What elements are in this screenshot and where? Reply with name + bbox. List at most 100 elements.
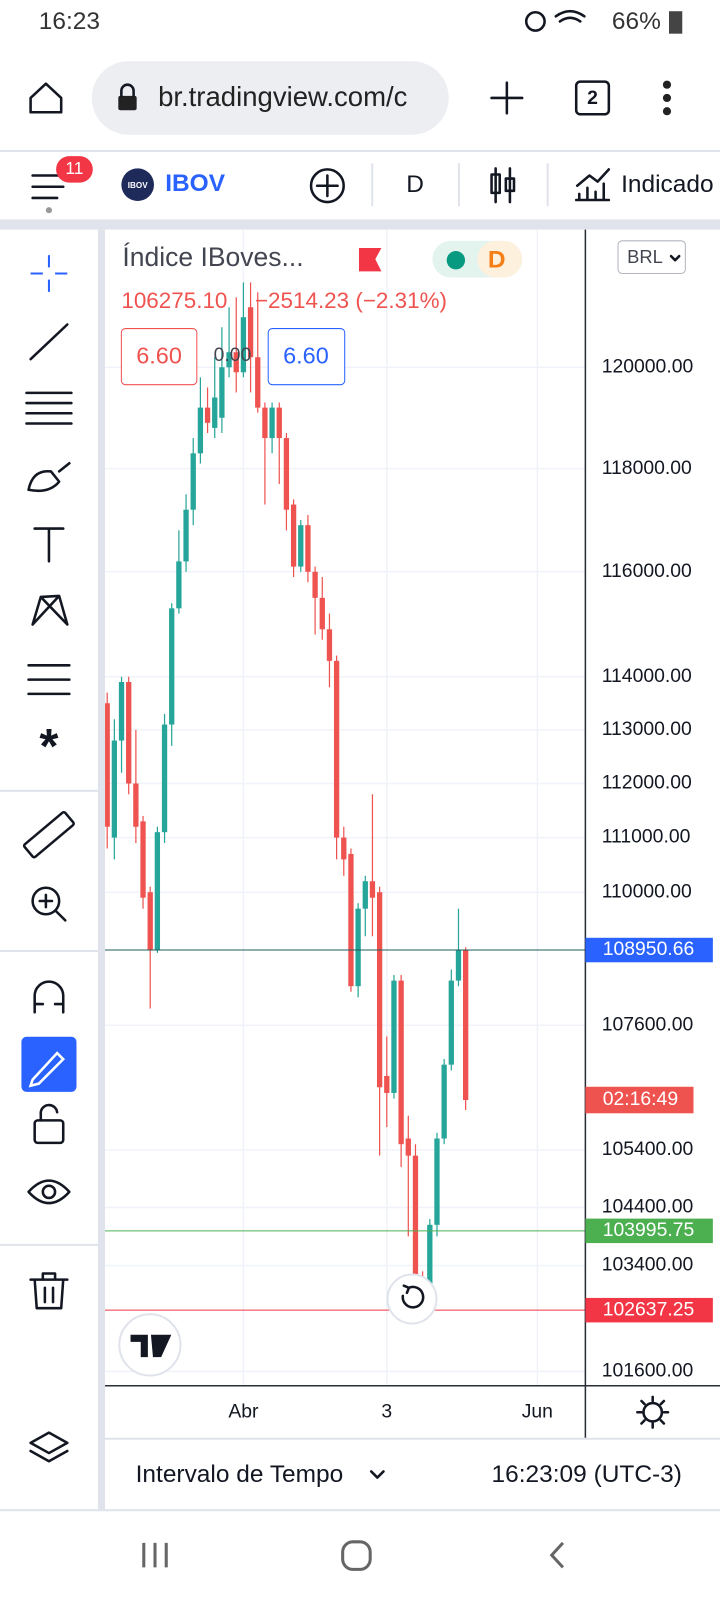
tv-logo[interactable] xyxy=(118,1313,182,1377)
unlock-tool[interactable] xyxy=(33,1119,65,1145)
currency: BRL xyxy=(627,246,663,267)
candle-body xyxy=(262,407,268,439)
unlock-shackle xyxy=(39,1103,59,1122)
lock-shackle xyxy=(120,83,135,98)
y-tick-label: 113000.00 xyxy=(602,718,692,740)
candle-body xyxy=(226,352,232,368)
layers-button[interactable] xyxy=(29,1431,69,1463)
price-label-box xyxy=(585,1297,713,1323)
candle-body xyxy=(140,821,146,898)
candle-body xyxy=(255,357,261,408)
candle-body xyxy=(412,1155,419,1295)
y-tick-label: 104400.00 xyxy=(602,1196,694,1218)
price-label-box xyxy=(585,1218,713,1244)
dot xyxy=(45,207,53,214)
menu-button[interactable] xyxy=(662,80,672,116)
clock: 16:23:09 (UTC-3) xyxy=(492,1461,682,1488)
candle-body xyxy=(362,881,368,909)
price-label-box xyxy=(585,937,713,963)
brush-tool[interactable] xyxy=(27,461,71,493)
compare-button[interactable] xyxy=(309,168,345,204)
gear-teeth xyxy=(636,1395,670,1429)
delete-tool[interactable] xyxy=(29,1272,69,1310)
eye xyxy=(41,1184,57,1200)
home-nav-button[interactable] xyxy=(341,1540,372,1571)
sell-button[interactable] xyxy=(120,328,198,386)
candle-body xyxy=(133,783,139,827)
range-button[interactable]: Intervalo de Tempo xyxy=(136,1461,344,1488)
candle-body xyxy=(391,980,397,1093)
recents-button[interactable] xyxy=(142,1542,168,1568)
indicators-button[interactable]: Indicado xyxy=(621,171,713,198)
tabs-button[interactable] xyxy=(574,80,611,116)
candle-body xyxy=(427,1224,433,1301)
url-bar[interactable] xyxy=(91,61,449,135)
legend-price: 106275.10 xyxy=(121,288,227,313)
nav-bar xyxy=(0,1510,720,1600)
status-pill-right xyxy=(477,240,523,278)
magnet-tool[interactable] xyxy=(33,980,65,1014)
chevron xyxy=(369,1470,385,1479)
grid xyxy=(105,229,586,1386)
price-label: 108950.66 xyxy=(603,938,695,960)
visibility-tool[interactable] xyxy=(27,1179,71,1205)
indicators-icon[interactable] xyxy=(574,168,611,202)
candle-body xyxy=(434,1138,440,1225)
candle-body xyxy=(147,892,153,951)
icon-tool[interactable]: * xyxy=(39,720,58,774)
candle-body xyxy=(448,980,454,1065)
candle-body xyxy=(169,608,175,725)
spread: 0.00 xyxy=(214,344,252,366)
candle-body xyxy=(441,1064,447,1139)
badge xyxy=(56,156,93,183)
candle-body xyxy=(333,660,340,838)
url: br.tradingview.com/c xyxy=(158,81,408,112)
x-tick-label: Jun xyxy=(522,1400,553,1422)
crosshair-tool[interactable] xyxy=(30,255,68,292)
candle-body xyxy=(455,950,462,981)
symbol-logo xyxy=(121,168,154,202)
candle-body xyxy=(197,407,204,454)
lock-drawing-tool[interactable] xyxy=(21,1036,77,1092)
candle-body xyxy=(355,908,361,987)
new-tab-button[interactable] xyxy=(490,81,524,115)
candle-body xyxy=(369,881,376,898)
reset-button[interactable] xyxy=(386,1273,438,1325)
x-tick-label: 3 xyxy=(381,1400,392,1422)
buy-button[interactable] xyxy=(267,328,346,386)
candle-body xyxy=(312,571,318,598)
candle-body xyxy=(290,504,297,567)
currency-button[interactable] xyxy=(617,240,686,274)
symbol[interactable]: IBOV xyxy=(165,170,225,197)
price-lines xyxy=(105,949,586,1311)
text-tool[interactable] xyxy=(33,527,65,563)
candle-body xyxy=(190,453,196,510)
fib-tool[interactable] xyxy=(25,391,73,425)
y-tick-label: 110000.00 xyxy=(602,880,692,902)
candle-body xyxy=(463,950,469,1101)
zoom-tool[interactable] xyxy=(31,886,61,916)
back-button[interactable] xyxy=(549,1541,565,1569)
candle-body xyxy=(176,561,182,609)
home-button[interactable] xyxy=(29,82,63,114)
interval-button[interactable]: D xyxy=(406,171,424,198)
prediction-tool[interactable] xyxy=(27,664,71,696)
market-dot xyxy=(446,251,466,270)
ruler-tool[interactable] xyxy=(22,810,75,859)
y-tick-label: 112000.00 xyxy=(602,772,692,794)
y-tick-label: 118000.00 xyxy=(602,457,692,479)
candle-body xyxy=(405,1138,411,1156)
zoom-handle xyxy=(38,893,67,922)
tv-logo-mark xyxy=(130,1334,172,1358)
settings-button[interactable] xyxy=(642,1401,664,1423)
y-tick-label: 107600.00 xyxy=(602,1013,694,1035)
candles xyxy=(105,282,469,1319)
candle-body xyxy=(398,980,404,1145)
chart-type-body xyxy=(504,177,516,193)
flag[interactable] xyxy=(358,247,382,272)
trendline-tool[interactable] xyxy=(29,323,69,361)
countdown: 02:16:49 xyxy=(603,1088,678,1110)
pattern-tool[interactable] xyxy=(31,594,69,626)
countdown-box xyxy=(585,1086,694,1114)
